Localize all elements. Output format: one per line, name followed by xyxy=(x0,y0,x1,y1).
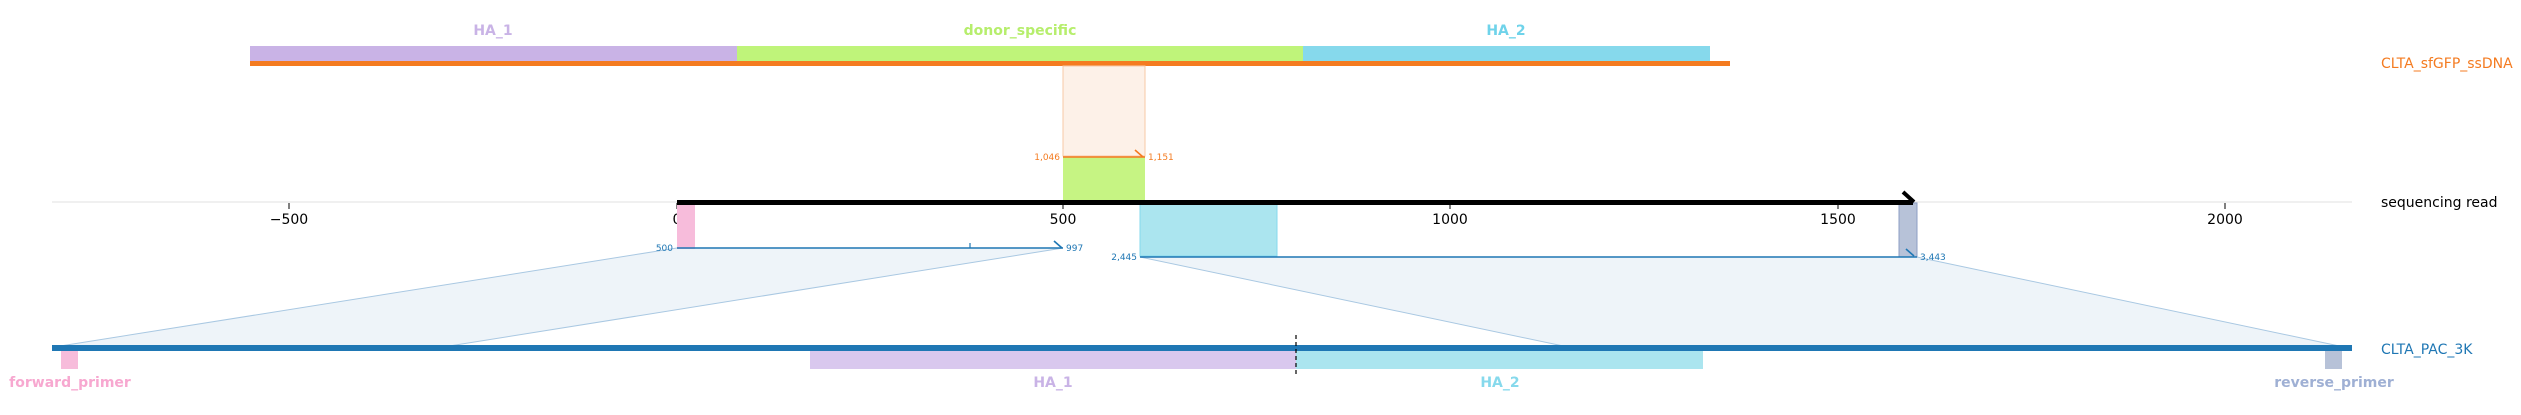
donor-alignment-arrow xyxy=(1134,149,1144,158)
donor-specific-on-read xyxy=(1063,157,1145,201)
ref-feature-ha1 xyxy=(810,349,1296,369)
ref-feature-label-forward-primer: forward_primer xyxy=(9,375,131,391)
reference-track: forward_primer HA_1 HA_2 reverse_primer … xyxy=(9,335,2473,391)
ref-feature-ha2 xyxy=(1296,349,1703,369)
left-align-end-label: 997 xyxy=(1066,244,1083,254)
read-reverse-primer-segment xyxy=(1898,202,1918,258)
donor-feature-donor-specific xyxy=(737,46,1303,62)
donor-feature-label-ha1: HA_1 xyxy=(473,23,512,39)
donor-track: HA_1 donor_specific HA_2 CLTA_sfGFP_ssDN… xyxy=(250,23,2513,72)
reference-alignment-projections xyxy=(53,247,2345,348)
donor-feature-label-ha2: HA_2 xyxy=(1486,23,1525,39)
donor-align-start-label: 1,046 xyxy=(1034,153,1060,163)
donor-feature-ha1 xyxy=(250,46,737,62)
right-align-start-label: 2,445 xyxy=(1111,253,1137,263)
reference-alignments-on-read: 500 997 2,445 3,443 xyxy=(656,240,1946,263)
donor-feature-label-donor-specific: donor_specific xyxy=(964,23,1077,39)
ref-feature-label-ha1: HA_1 xyxy=(1033,375,1072,391)
tick-label: 1000 xyxy=(1432,212,1468,228)
tick-label: 1500 xyxy=(1820,212,1856,228)
read-ha2-segment xyxy=(1139,202,1278,257)
donor-projection xyxy=(1062,65,1146,157)
tick-label: 500 xyxy=(1050,212,1077,228)
ref-feature-label-reverse-primer: reverse_primer xyxy=(2274,375,2394,391)
donor-track-line xyxy=(250,61,1730,66)
left-align-start-label: 500 xyxy=(656,244,673,254)
read-track: sequencing read xyxy=(677,190,2497,258)
donor-align-end-label: 1,151 xyxy=(1148,153,1174,163)
right-alignment-arrow xyxy=(1905,248,1915,257)
read-direction-arrow xyxy=(1901,190,1916,204)
left-alignment-arrow xyxy=(1053,240,1063,249)
read-line xyxy=(677,200,1913,205)
ref-feature-label-ha2: HA_2 xyxy=(1480,375,1519,391)
left-projection-band xyxy=(53,247,1064,348)
right-projection-band xyxy=(1139,256,2345,348)
reference-track-label: CLTA_PAC_3K xyxy=(2381,342,2473,358)
donor-track-label: CLTA_sfGFP_ssDNA xyxy=(2381,56,2513,72)
tick-label: 2000 xyxy=(2207,212,2243,228)
donor-feature-ha2 xyxy=(1303,46,1710,62)
tick-label: −500 xyxy=(270,212,308,228)
read-forward-primer-segment xyxy=(677,203,695,249)
donor-alignment: 1,046 1,151 xyxy=(1034,65,1174,201)
ref-feature-forward-primer xyxy=(61,349,78,369)
right-align-end-label: 3,443 xyxy=(1920,253,1946,263)
ref-feature-reverse-primer xyxy=(2325,349,2342,369)
read-track-label: sequencing read xyxy=(2381,195,2497,211)
reference-track-line xyxy=(52,345,2352,351)
